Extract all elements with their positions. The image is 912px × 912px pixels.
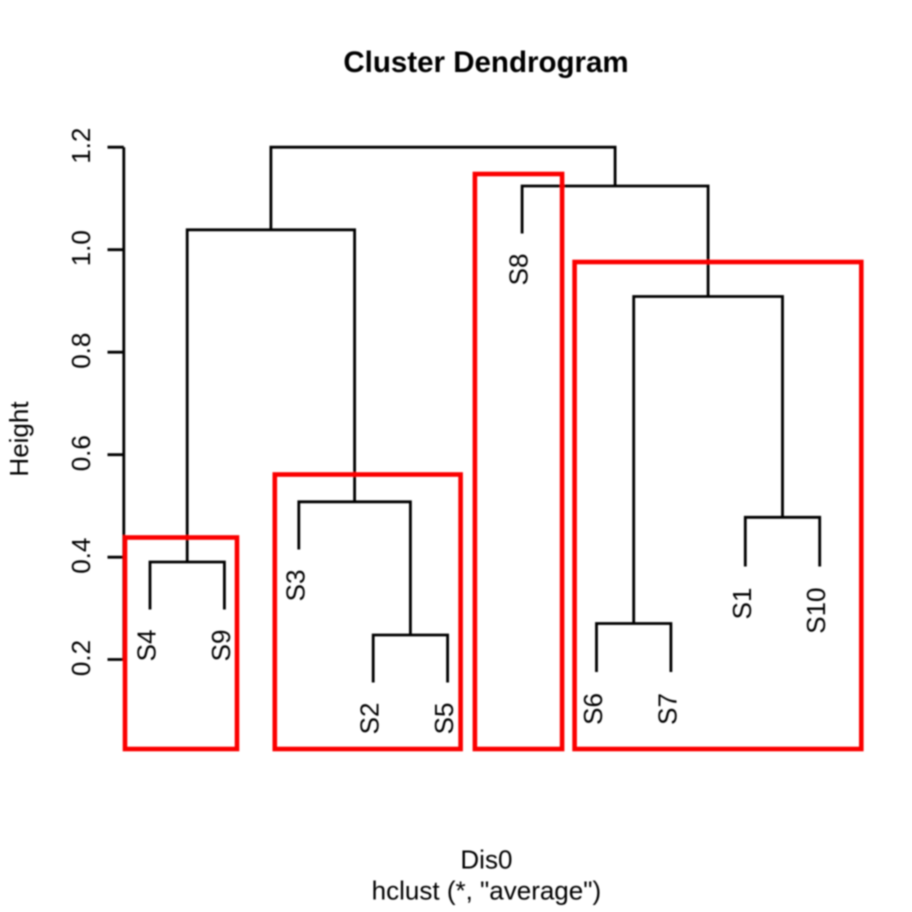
svg-text:hclust (*, "average"): hclust (*, "average") bbox=[372, 876, 601, 906]
svg-text:S4: S4 bbox=[132, 630, 162, 662]
svg-text:S7: S7 bbox=[652, 693, 682, 725]
svg-text:S2: S2 bbox=[355, 703, 385, 735]
svg-text:S10: S10 bbox=[801, 588, 831, 634]
svg-text:0.8: 0.8 bbox=[66, 333, 96, 369]
svg-text:Height: Height bbox=[4, 401, 34, 477]
svg-text:S1: S1 bbox=[727, 588, 757, 620]
svg-text:S5: S5 bbox=[429, 703, 459, 735]
svg-text:1.2: 1.2 bbox=[66, 128, 96, 164]
svg-text:S9: S9 bbox=[206, 630, 236, 662]
svg-text:S3: S3 bbox=[280, 570, 310, 602]
svg-text:Cluster Dendrogram: Cluster Dendrogram bbox=[343, 46, 628, 79]
svg-text:1.0: 1.0 bbox=[66, 230, 96, 266]
svg-text:S6: S6 bbox=[578, 693, 608, 725]
svg-text:Dis0: Dis0 bbox=[460, 845, 512, 875]
svg-text:0.4: 0.4 bbox=[66, 538, 96, 574]
svg-text:0.2: 0.2 bbox=[66, 640, 96, 676]
svg-text:S8: S8 bbox=[504, 254, 534, 286]
svg-text:0.6: 0.6 bbox=[66, 435, 96, 471]
